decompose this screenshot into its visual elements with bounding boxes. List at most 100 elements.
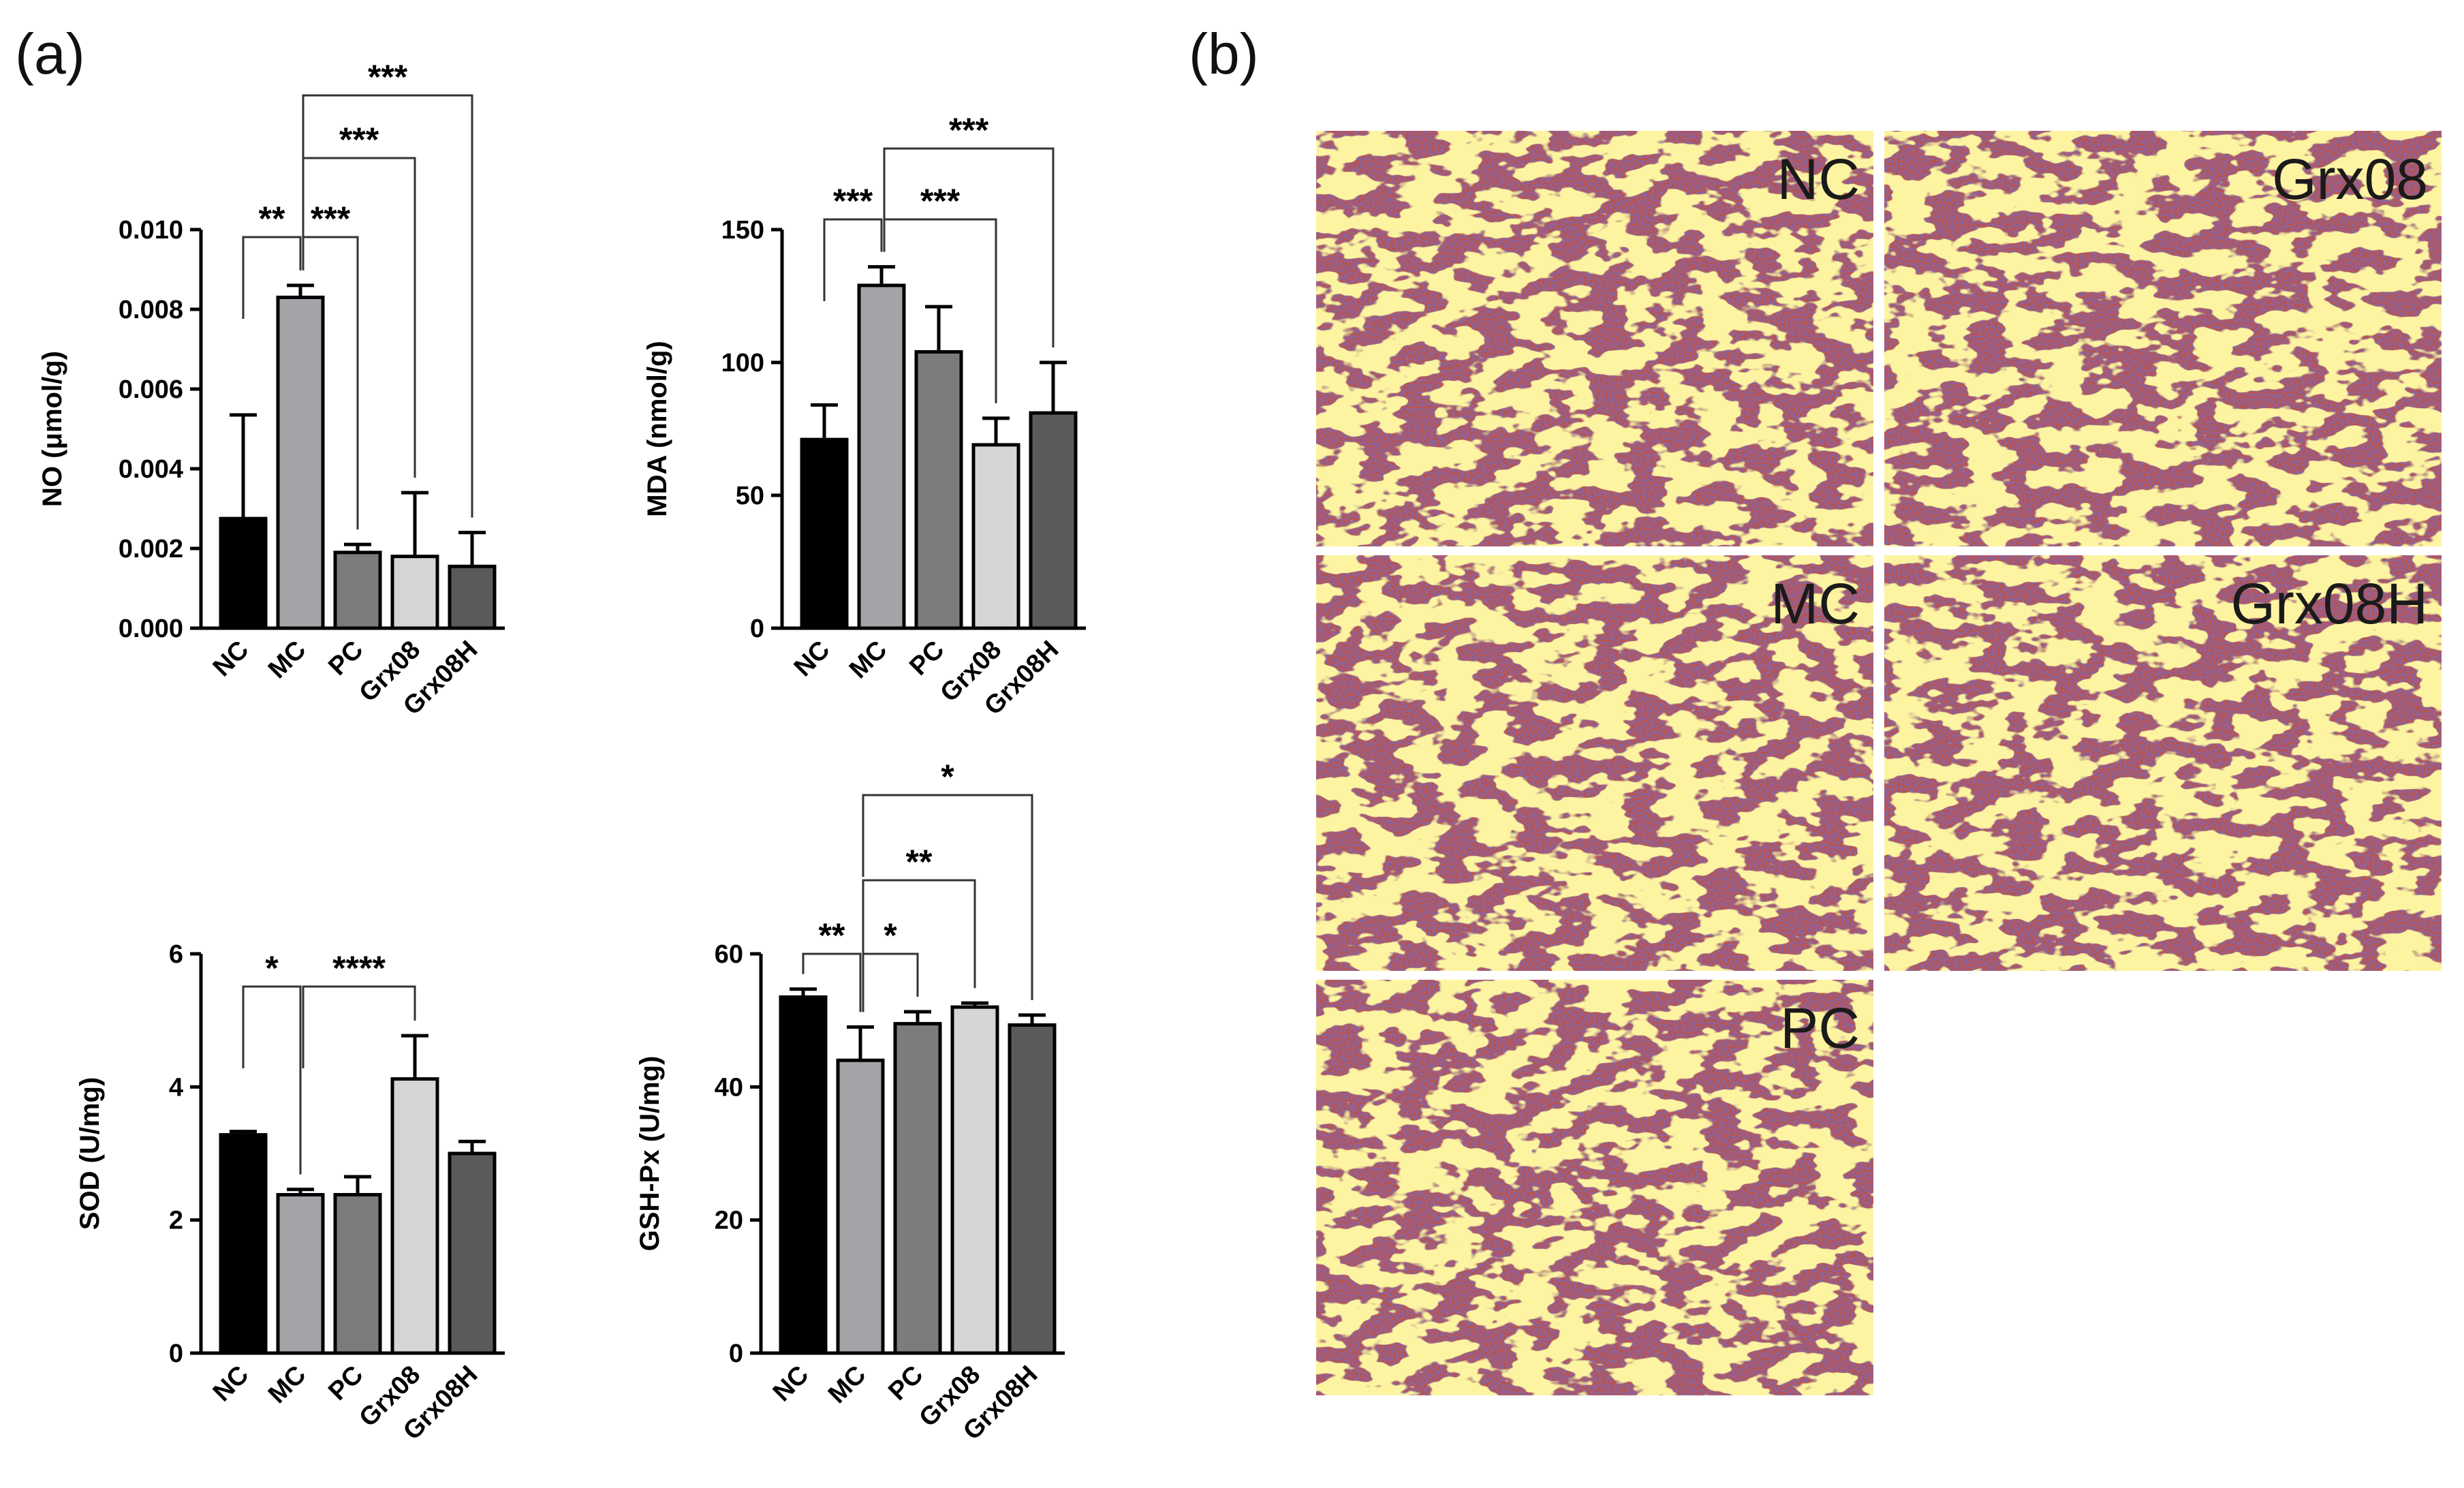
x-tick-label-mc: MC	[263, 1361, 311, 1409]
significance-label: ****	[332, 949, 386, 987]
y-tick-label: 4	[169, 1073, 183, 1102]
significance-bracket	[302, 985, 416, 1068]
panel-label-b: (b)	[1189, 22, 1259, 86]
significance-bracket	[862, 952, 919, 1012]
bar-grx08	[390, 555, 439, 630]
y-tick-label: 0.008	[119, 296, 183, 324]
micrograph-image-mc	[1316, 555, 1873, 971]
y-tick-label: 0.000	[119, 615, 183, 643]
y-tick-label: 0	[750, 615, 764, 643]
significance-bracket	[862, 794, 1033, 1000]
micrograph-label-pc: PC	[1780, 996, 1860, 1060]
significance-label: ***	[833, 182, 873, 220]
bar-nc	[800, 437, 849, 630]
y-axis-title: GSH-Px (U/mg)	[635, 1056, 665, 1252]
bar-pc	[893, 1022, 942, 1355]
significance-bracket	[302, 236, 359, 530]
significance-bracket	[883, 147, 1055, 347]
bar-mc	[276, 1193, 325, 1355]
bar-mc	[276, 295, 325, 630]
micrograph-label-grx08: Grx08	[2272, 147, 2428, 211]
significance-bracket	[242, 985, 302, 1175]
x-tick-label-pc: PC	[883, 1361, 929, 1406]
bar-grx08h	[1029, 411, 1078, 630]
x-tick-label-nc: NC	[789, 636, 836, 683]
significance-label: **	[819, 916, 845, 955]
x-tick-label-nc: NC	[768, 1361, 815, 1408]
bar-grx08h	[1008, 1023, 1057, 1355]
significance-label: ***	[311, 200, 351, 238]
bar-mc	[836, 1058, 885, 1355]
y-tick-label: 0.006	[119, 375, 183, 404]
significance-label: ***	[949, 111, 989, 149]
bar-nc	[219, 1133, 268, 1355]
y-tick-label: 0	[729, 1339, 743, 1368]
bar-grx08	[950, 1005, 999, 1355]
bar-nc	[779, 995, 828, 1355]
x-tick-label-mc: MC	[823, 1361, 871, 1409]
micrograph-image-nc	[1316, 131, 1873, 546]
micrograph-image-grx08	[1884, 131, 2442, 546]
significance-bracket	[802, 952, 862, 1012]
y-tick-label: 20	[715, 1207, 743, 1235]
x-tick-label-pc: PC	[323, 636, 369, 681]
micrograph-pc: PC	[1316, 980, 1873, 1395]
micrograph-image-pc	[1316, 980, 1873, 1395]
micrograph-panel: NC Grx08 MC Grx08H PC	[1316, 131, 2442, 1395]
y-tick-label: 50	[736, 482, 764, 510]
x-tick-label-mc: MC	[263, 636, 311, 684]
y-tick-label: 100	[721, 349, 764, 377]
x-tick-label-mc: MC	[844, 636, 892, 684]
bar-nc	[219, 516, 268, 630]
micrograph-label-grx08h: Grx08H	[2231, 572, 2428, 636]
significance-bracket	[823, 218, 883, 301]
bar-pc	[914, 350, 963, 630]
y-tick-label: 6	[169, 940, 183, 969]
bar-grx08	[971, 443, 1020, 630]
significance-label: *	[941, 758, 954, 796]
micrograph-mc: MC	[1316, 555, 1873, 971]
bar-pc	[333, 551, 382, 630]
micrograph-image-grx08h	[1884, 555, 2442, 971]
significance-label: *	[884, 916, 897, 955]
significance-label: **	[259, 200, 285, 238]
x-tick-label-nc: NC	[208, 1361, 255, 1408]
significance-bracket	[302, 94, 473, 518]
significance-label: *	[265, 949, 279, 987]
significance-bracket	[883, 218, 997, 403]
bar-mc	[857, 283, 906, 630]
micrograph-grx08h: Grx08H	[1884, 555, 2442, 971]
bar-grx08h	[448, 1151, 497, 1355]
significance-bracket	[242, 236, 302, 319]
y-tick-label: 2	[169, 1207, 183, 1235]
x-tick-label-pc: PC	[323, 1361, 369, 1406]
significance-label: ***	[920, 182, 961, 220]
y-axis-title: SOD (U/mg)	[75, 1077, 105, 1230]
micrograph-label-nc: NC	[1777, 147, 1860, 211]
micrograph-label-mc: MC	[1771, 572, 1860, 636]
x-tick-label-pc: PC	[904, 636, 950, 681]
chart-no: 0.000 0.002 0.004 0.006 0.008 0.010 NO (μmol/g…	[37, 58, 505, 721]
x-tick-label-nc: NC	[208, 636, 255, 683]
panel-label-a: (a)	[15, 22, 85, 86]
significance-label: **	[906, 843, 933, 881]
micrograph-grx08: Grx08	[1884, 131, 2442, 546]
bar-grx08h	[448, 564, 497, 630]
y-tick-label: 40	[715, 1073, 743, 1102]
y-tick-label: 150	[721, 216, 764, 245]
y-tick-label: 60	[715, 940, 743, 969]
y-tick-label: 0	[169, 1339, 183, 1368]
bar-grx08	[390, 1077, 439, 1355]
significance-bracket	[302, 157, 416, 478]
y-axis-title: MDA (nmol/g)	[642, 341, 672, 516]
significance-label: ***	[368, 58, 408, 96]
y-axis-title: NO (μmol/g)	[37, 351, 67, 507]
significance-bracket	[862, 879, 976, 989]
micrograph-nc: NC	[1316, 131, 1873, 546]
bar-pc	[333, 1193, 382, 1355]
y-tick-label: 0.002	[119, 535, 183, 563]
